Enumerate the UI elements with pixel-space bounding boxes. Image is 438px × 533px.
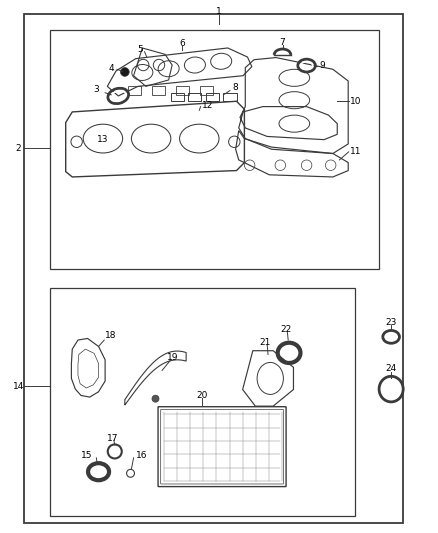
Text: 3: 3	[93, 85, 99, 94]
Bar	[223, 93, 237, 101]
Bar	[152, 86, 165, 95]
Text: 2: 2	[16, 144, 21, 152]
Text: 22: 22	[280, 325, 291, 334]
Text: 14: 14	[13, 382, 24, 391]
Text: 4: 4	[109, 64, 114, 72]
Text: 5: 5	[137, 45, 143, 54]
Bar	[128, 86, 141, 95]
Text: 6: 6	[179, 39, 185, 48]
Bar	[200, 86, 213, 95]
Text: 16: 16	[136, 451, 147, 460]
Text: 13: 13	[97, 135, 109, 144]
Text: 18: 18	[105, 332, 116, 340]
Text: 1: 1	[216, 7, 222, 16]
Bar	[50, 30, 379, 269]
Circle shape	[152, 395, 159, 402]
Text: 10: 10	[350, 97, 362, 106]
Text: 21: 21	[259, 338, 271, 346]
Text: 23: 23	[385, 318, 397, 327]
Bar	[188, 93, 201, 101]
Text: 19: 19	[167, 353, 179, 361]
Text: 17: 17	[107, 434, 119, 442]
Circle shape	[120, 68, 129, 76]
Bar	[50, 288, 355, 516]
Text: 11: 11	[350, 148, 362, 156]
Text: 24: 24	[385, 365, 397, 373]
Text: 12: 12	[201, 101, 213, 110]
Text: 20: 20	[197, 391, 208, 400]
Bar	[206, 93, 219, 101]
Text: 15: 15	[81, 451, 92, 460]
Bar	[24, 14, 403, 523]
Text: 7: 7	[279, 38, 286, 47]
Text: 9: 9	[320, 61, 325, 70]
Bar	[176, 86, 189, 95]
Bar	[171, 93, 184, 101]
Text: 8: 8	[232, 83, 238, 92]
